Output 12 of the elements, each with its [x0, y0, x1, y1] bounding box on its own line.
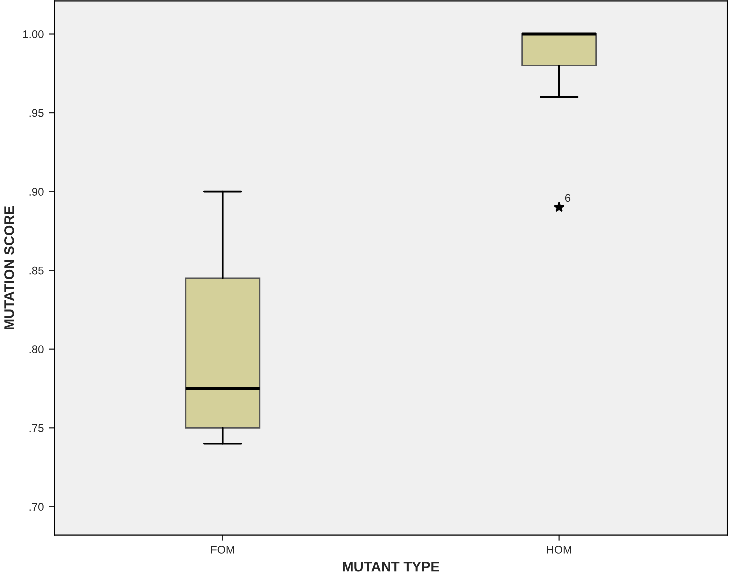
- y-tick-label: .85: [30, 266, 44, 275]
- annotation: 6: [565, 194, 571, 202]
- x-axis-title: MUTANT TYPE: [343, 562, 440, 572]
- x-tick-label: FOM: [211, 546, 234, 554]
- y-axis-title: MUTATION SCORE: [4, 206, 14, 330]
- y-tick-label: .80: [30, 346, 44, 354]
- y-tick-label: 1.00: [23, 30, 44, 38]
- y-tick-label: .70: [30, 503, 44, 512]
- y-tick-label: .90: [30, 188, 44, 196]
- y-tick-label: .95: [30, 109, 44, 118]
- x-tick-label: HOM: [547, 546, 572, 554]
- y-tick-label: .75: [30, 424, 44, 432]
